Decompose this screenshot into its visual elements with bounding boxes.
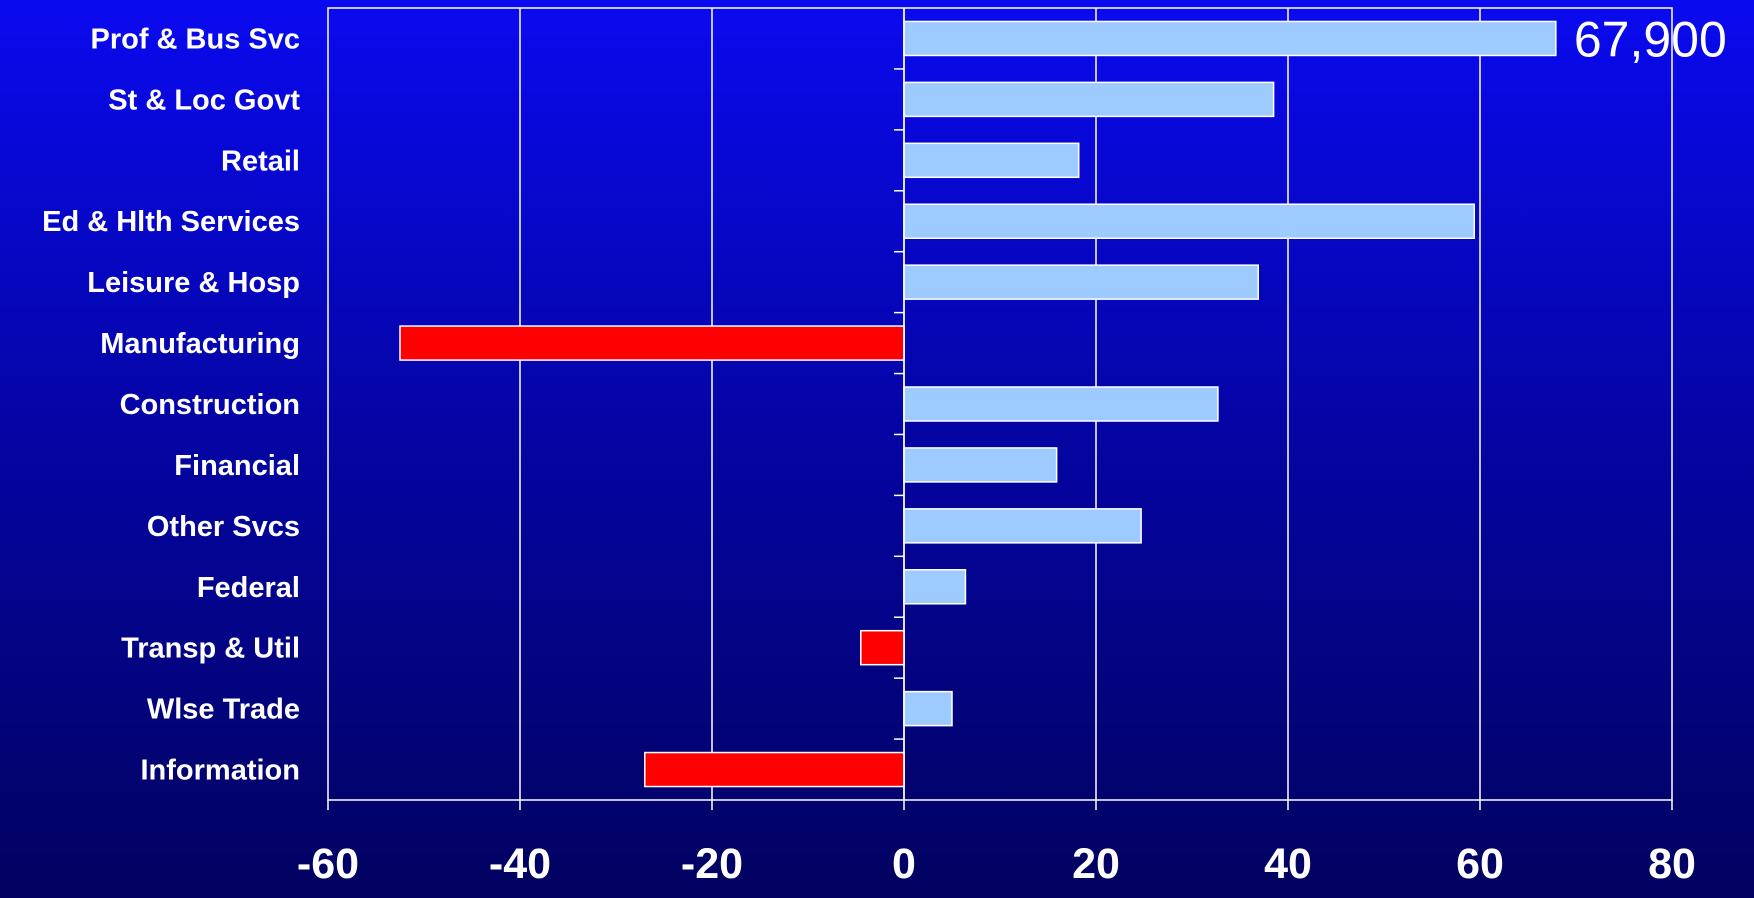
bar bbox=[399, 325, 905, 361]
axis-layer bbox=[327, 8, 1673, 810]
bar bbox=[903, 142, 1080, 179]
x-tick-label: 40 bbox=[1264, 840, 1312, 888]
category-label: Federal bbox=[197, 572, 300, 604]
bar bbox=[903, 569, 967, 605]
x-tick-label: -60 bbox=[297, 840, 359, 888]
bar-layer bbox=[399, 20, 1557, 788]
x-tick-label: 20 bbox=[1072, 840, 1120, 888]
category-label: Wlse Trade bbox=[147, 694, 300, 726]
bar bbox=[860, 629, 905, 666]
bar bbox=[903, 81, 1275, 118]
category-label: Transp & Util bbox=[121, 633, 300, 665]
category-label: Information bbox=[141, 755, 301, 787]
data-label: 67,900 bbox=[1574, 11, 1727, 67]
bar bbox=[644, 751, 905, 788]
bar bbox=[903, 264, 1259, 300]
bar bbox=[903, 386, 1219, 422]
bar bbox=[903, 447, 1058, 483]
category-label: Retail bbox=[221, 145, 300, 177]
category-label: Prof & Bus Svc bbox=[91, 23, 301, 55]
x-tick-label: -40 bbox=[489, 840, 551, 888]
label-layer: -60 -40 -20 0 20 40 60 80 Prof & Bus Svc St & Loc… bbox=[42, 11, 1727, 888]
category-label: Construction bbox=[120, 389, 300, 421]
bar bbox=[903, 690, 953, 727]
x-tick-label: 60 bbox=[1456, 840, 1504, 888]
plot-frame bbox=[327, 7, 1673, 801]
category-label: Financial bbox=[174, 450, 300, 482]
bar bbox=[903, 508, 1142, 544]
category-label: Other Svcs bbox=[147, 511, 300, 543]
x-tick-label: -20 bbox=[681, 840, 743, 888]
x-tick-label: 0 bbox=[892, 840, 916, 888]
category-label: St & Loc Govt bbox=[108, 84, 300, 116]
x-tick-label: 80 bbox=[1648, 840, 1696, 888]
grid-layer bbox=[327, 7, 1673, 801]
category-label: Ed & Hlth Services bbox=[42, 206, 300, 238]
bar bbox=[903, 20, 1557, 57]
category-label: Manufacturing bbox=[100, 328, 300, 360]
category-label: Leisure & Hosp bbox=[87, 267, 300, 299]
bar bbox=[903, 203, 1475, 239]
